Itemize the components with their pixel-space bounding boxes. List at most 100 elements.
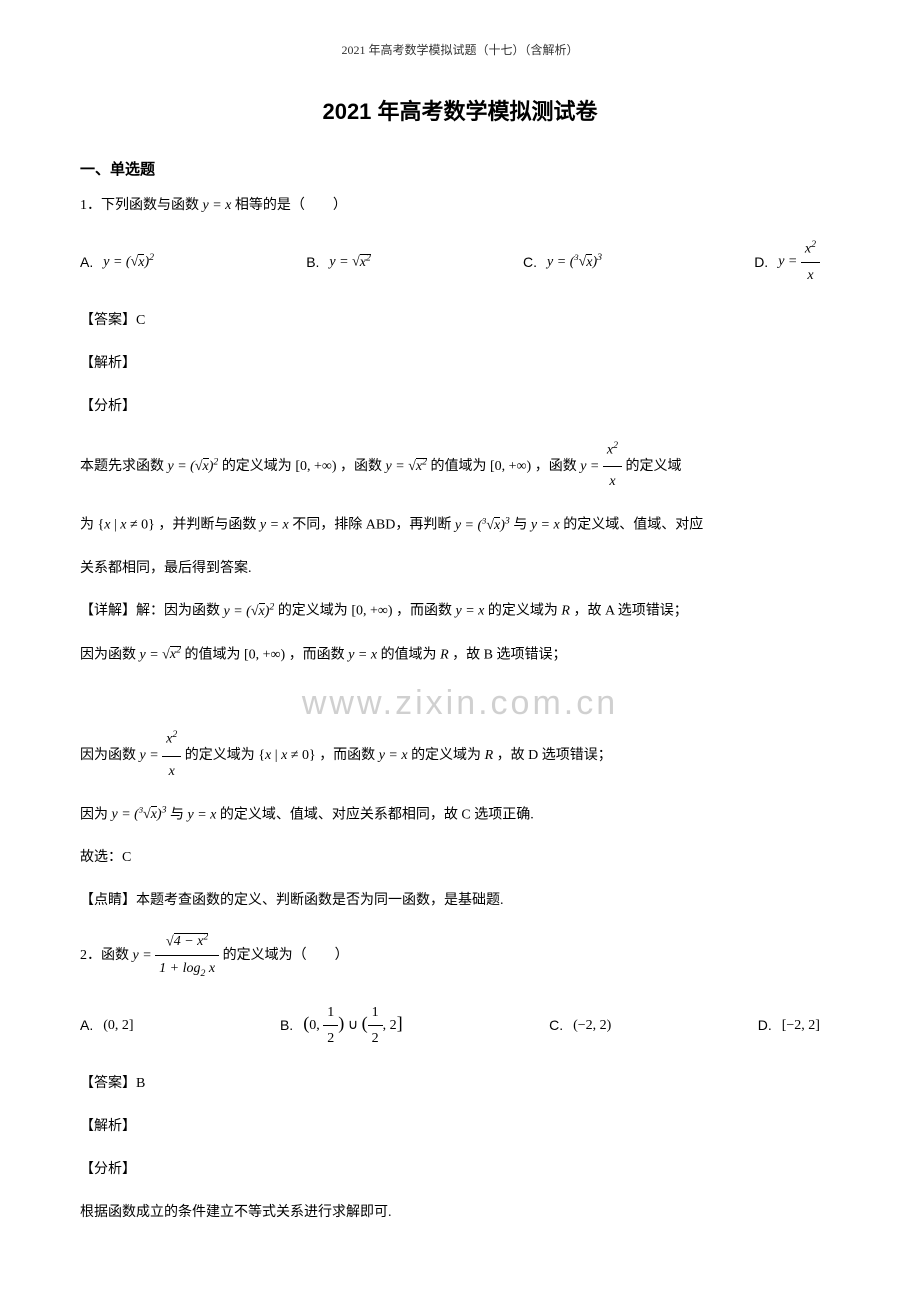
set-r: R [485,748,494,763]
math: y = x [348,647,377,662]
set: {x | x ≠ 0} [258,748,315,763]
q1-jiexi: 【解析】 [80,349,840,380]
interval: [0, +∞) [295,459,336,474]
q1-text-prefix: 1．下列函数与函数 [80,198,203,213]
math: y = x2x [140,748,182,763]
q2-jiexi: 【解析】 [80,1112,840,1143]
q2-option-d: D. [−2, 2] [758,1000,820,1051]
q1-opta-math: y = (√x)2 [103,249,154,275]
text: 【详解】解：因为函数 [80,604,224,619]
math: y = x [188,807,217,822]
q1-answer: 【答案】C [80,306,840,337]
math: y = (3√x)3 [455,518,510,533]
option-label: B. [306,250,319,275]
question-1: 1．下列函数与函数 y = x 相等的是（ ） [80,193,840,218]
text: 因为函数 [80,748,140,763]
text: 为 [80,518,94,533]
set-r: R [440,647,449,662]
text: ，函数 [535,459,581,474]
math: y = x [379,748,408,763]
math: y = x2x [580,459,622,474]
q1-analysis-line3: 关系都相同，最后得到答案. [80,554,840,585]
set: {x | x ≠ 0} [98,518,155,533]
math: y = x [260,518,289,533]
q2-optd-math: [−2, 2] [782,1013,820,1038]
q1-dianqing: 【点睛】本题考查函数的定义、判断函数是否为同一函数，是基础题. [80,886,840,917]
math: y = x [456,604,485,619]
text: 的定义域为 [411,748,485,763]
text: 的定义域为 [278,604,348,619]
text: 的值域为 [184,647,240,662]
q2-fenxi: 【分析】 [80,1155,840,1186]
q1-analysis-line1: 本题先求函数 y = (√x)2 的定义域为 [0, +∞) ，函数 y = √… [80,435,840,498]
q1-option-b: B. y = √x2 [306,236,371,288]
q1-guxuan: 故选：C [80,843,840,874]
q1-option-d: D. y = x2x [754,236,820,288]
section-header: 一、单选题 [80,156,840,183]
q1-optc-math: y = (3√x)3 [547,249,602,275]
q2-option-b: B. (0, 12) ∪ (12, 2] [280,1000,403,1051]
interval: [0, +∞) [490,459,531,474]
math: y = (3√x)3 [112,807,167,822]
text: ，函数 [340,459,386,474]
text: ，而函数 [319,748,379,763]
interval: [0, +∞) [351,604,392,619]
text: 的定义域 [626,459,682,474]
text: 与 [513,518,531,533]
math: y = (√x)2 [224,604,275,619]
q2-option-a: A. (0, 2] [80,1000,134,1051]
q1-detail-line1: 【详解】解：因为函数 y = (√x)2 的定义域为 [0, +∞) ，而函数 … [80,596,840,627]
text: 的定义域、值域、对应关系都相同，故 C 选项正确. [220,807,534,822]
q2-analysis: 根据函数成立的条件建立不等式关系进行求解即可. [80,1198,840,1229]
math: y = √x2 [140,646,181,662]
q2-options: A. (0, 2] B. (0, 12) ∪ (12, 2] C. (−2, 2… [80,1000,840,1051]
q2-opta-math: (0, 2] [103,1013,133,1038]
text: ，而函数 [396,604,456,619]
q1-option-a: A. y = (√x)2 [80,236,154,288]
q1-detail-line3: 因为函数 y = x2x 的定义域为 {x | x ≠ 0} ，而函数 y = … [80,724,840,787]
q1-text-mid: 相等的是（ ） [235,198,347,213]
text: 的值域为 [431,459,487,474]
text: 的定义域为 [488,604,562,619]
q2-answer: 【答案】B [80,1069,840,1100]
text: 因为 [80,807,112,822]
q1-detail-line2: 因为函数 y = √x2 的值域为 [0, +∞) ，而函数 y = x 的值域… [80,640,840,671]
text: ，而函数 [289,647,349,662]
text: 的定义域为 [222,459,292,474]
text: 本题先求函数 [80,459,168,474]
text: 因为函数 [80,647,140,662]
math: y = (√x)2 [168,459,219,474]
q2-option-c: C. (−2, 2) [549,1000,611,1051]
math: y = √x2 [386,458,427,474]
q2-math: y = √4 − x21 + log2 x [133,948,220,963]
question-2: 2．函数 y = √4 − x21 + log2 x 的定义域为（ ） [80,929,840,982]
q1-math-yx: y = x [203,198,232,213]
q1-optd-math: y = x2x [778,236,820,288]
option-label: D. [758,1013,772,1038]
text: ，故 A 选项错误； [573,604,687,619]
option-label: B. [280,1013,293,1038]
q1-options: A. y = (√x)2 B. y = √x2 C. y = (3√x)3 D.… [80,236,840,288]
q1-optb-math: y = √x2 [329,249,370,275]
text: ，故 D 选项错误； [497,748,612,763]
q1-analysis-line2: 为 {x | x ≠ 0} ，并判断与函数 y = x 不同，排除 ABD，再判… [80,510,840,541]
option-label: C. [549,1013,563,1038]
page-title: 2021 年高考数学模拟测试卷 [80,92,840,132]
q1-fenxi: 【分析】 [80,392,840,423]
q1-option-c: C. y = (3√x)3 [523,236,602,288]
option-label: A. [80,1013,93,1038]
text: 不同，排除 ABD，再判断 [292,518,455,533]
text: 的值域为 [381,647,441,662]
text: ，并判断与函数 [158,518,260,533]
page-header: 2021 年高考数学模拟试题（十七）（含解析） [80,40,840,62]
option-label: D. [754,250,768,275]
option-label: C. [523,250,537,275]
q2-text-suffix: 的定义域为（ ） [223,948,349,963]
text: 的定义域为 [185,748,255,763]
text: ，故 B 选项错误； [452,647,566,662]
math: y = x [531,518,560,533]
q2-optb-math: (0, 12) ∪ (12, 2] [303,1000,403,1051]
q1-detail-line4: 因为 y = (3√x)3 与 y = x 的定义域、值域、对应关系都相同，故 … [80,800,840,831]
set-r: R [561,604,570,619]
q2-optc-math: (−2, 2) [573,1013,611,1038]
